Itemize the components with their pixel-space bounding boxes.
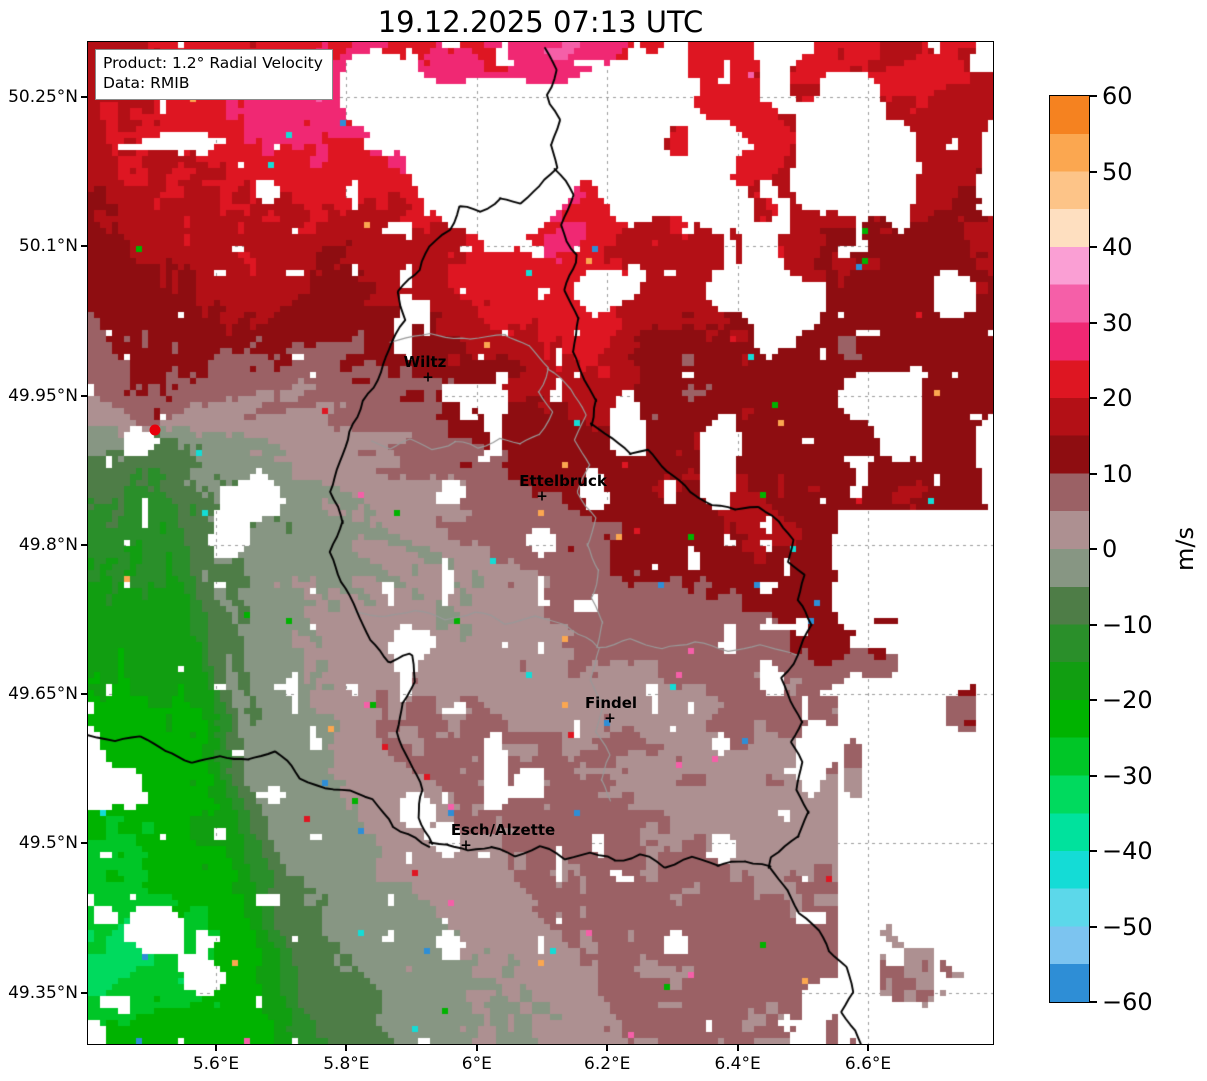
city-marker: +	[536, 488, 548, 505]
y-axis-tick-label: 50.25°N	[8, 87, 78, 107]
x-axis-tick-label: 6.6°E	[844, 1054, 892, 1074]
y-axis-tick-mark	[81, 842, 87, 845]
colorbar-tick-label: 20	[1102, 384, 1133, 412]
y-axis-tick-mark	[81, 543, 87, 546]
colorbar-tick-label: 0	[1102, 535, 1118, 563]
x-axis-tick-mark	[867, 1045, 870, 1051]
y-axis-tick-label: 49.35°N	[8, 982, 78, 1003]
colorbar-tick-mark	[1090, 472, 1097, 475]
city-marker: +	[604, 710, 616, 727]
colorbar-tick-mark	[1090, 321, 1097, 324]
colorbar-tick-mark	[1090, 548, 1097, 550]
x-axis-tick-mark	[214, 1045, 217, 1051]
colorbar-tick-label: −50	[1102, 912, 1153, 941]
colorbar-tick-label: −60	[1102, 988, 1153, 1016]
city-label: Wiltz	[403, 352, 447, 371]
x-axis-tick-mark	[475, 1045, 478, 1051]
y-axis-tick-mark	[81, 245, 87, 248]
city-marker: +	[422, 369, 434, 386]
colorbar-tick-label: −30	[1102, 761, 1153, 790]
y-axis-tick-label: 50.1°N	[18, 236, 78, 257]
y-axis-tick-mark	[81, 693, 87, 696]
y-axis-tick-mark	[81, 394, 87, 397]
x-axis-tick-label: 6°E	[461, 1054, 492, 1074]
y-axis-tick-label: 49.95°N	[8, 385, 78, 406]
colorbar-tick-mark	[1090, 95, 1097, 97]
colorbar-tick-mark	[1090, 170, 1097, 173]
colorbar-tick-label: −20	[1102, 686, 1153, 714]
x-axis-tick-label: 6.2°E	[584, 1054, 631, 1074]
colorbar-tick-mark	[1090, 397, 1097, 399]
colorbar-tick-mark	[1090, 699, 1097, 701]
colorbar-tick-label: 30	[1102, 308, 1133, 337]
x-axis-tick-label: 6.4°E	[714, 1054, 761, 1074]
radar-site-marker	[149, 424, 161, 436]
colorbar	[1049, 95, 1090, 1003]
colorbar-tick-mark	[1090, 774, 1097, 777]
x-axis-tick-mark	[606, 1045, 609, 1051]
product-info-box: Product: 1.2° Radial Velocity Data: RMIB	[95, 49, 333, 100]
figure-title: 19.12.2025 07:13 UTC	[377, 5, 704, 39]
colorbar-tick-label: 10	[1102, 459, 1133, 488]
city-label: Ettelbruck	[519, 472, 607, 490]
colorbar-tick-label: 60	[1102, 82, 1133, 110]
y-axis-tick-label: 49.5°N	[18, 833, 78, 854]
x-axis-tick-mark	[736, 1045, 739, 1051]
colorbar-tick-label: −40	[1102, 837, 1153, 865]
y-axis-tick-label: 49.8°N	[18, 534, 78, 555]
y-axis-tick-mark	[81, 991, 87, 994]
data-source-label: Data: RMIB	[103, 74, 190, 93]
colorbar-tick-mark	[1090, 623, 1097, 626]
colorbar-tick-label: 50	[1102, 157, 1133, 186]
colorbar-unit-label: m/s	[1171, 527, 1199, 571]
colorbar-tick-mark	[1090, 246, 1097, 248]
product-label: Product: 1.2° Radial Velocity	[103, 54, 323, 72]
city-label: Esch/Alzette	[450, 821, 556, 839]
y-axis-tick-label: 49.65°N	[8, 684, 78, 705]
x-axis-tick-label: 5.8°E	[323, 1054, 370, 1074]
radial-velocity-field-canvas	[88, 42, 993, 1044]
city-marker: +	[460, 837, 472, 854]
map-plot-area: Product: 1.2° Radial Velocity Data: RMIB…	[8, 41, 994, 1074]
x-axis-tick-label: 5.6°E	[192, 1054, 240, 1074]
city-label: Findel	[584, 693, 638, 712]
colorbar-tick-mark	[1090, 1001, 1097, 1003]
colorbar-tick-mark	[1090, 925, 1097, 928]
x-axis-tick-mark	[345, 1045, 348, 1051]
colorbar-tick-label: −10	[1102, 610, 1153, 639]
colorbar-tick-mark	[1090, 850, 1097, 852]
y-axis-tick-mark	[81, 96, 87, 98]
colorbar-tick-label: 40	[1102, 233, 1133, 261]
